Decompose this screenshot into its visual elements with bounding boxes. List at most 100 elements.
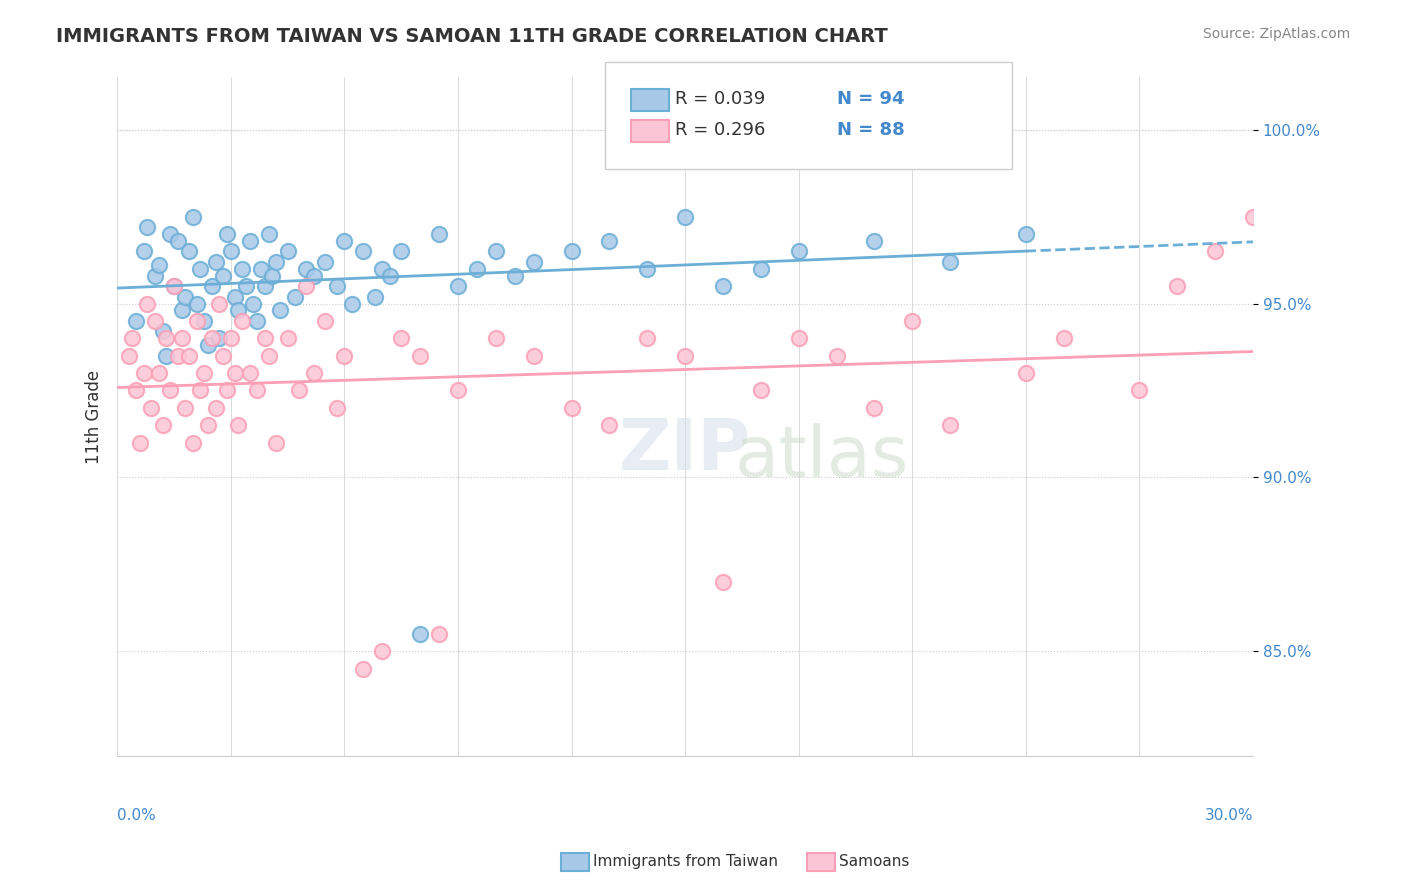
Point xyxy=(208,296,231,310)
Point xyxy=(129,435,152,450)
Point xyxy=(427,627,450,641)
Point xyxy=(163,279,186,293)
Point xyxy=(787,331,810,345)
Point xyxy=(378,268,401,283)
Point xyxy=(224,366,246,380)
Point xyxy=(152,324,174,338)
Point xyxy=(371,261,394,276)
Point xyxy=(523,254,546,268)
Point xyxy=(193,366,215,380)
Point xyxy=(711,279,734,293)
Point xyxy=(166,349,188,363)
Point xyxy=(389,331,412,345)
Point xyxy=(371,644,394,658)
Point xyxy=(204,401,226,415)
Point xyxy=(264,254,287,268)
Point xyxy=(163,279,186,293)
Point xyxy=(352,662,374,676)
Point xyxy=(277,331,299,345)
Point xyxy=(190,261,212,276)
Point xyxy=(269,303,291,318)
Text: N = 88: N = 88 xyxy=(837,121,904,139)
Point xyxy=(264,435,287,450)
Text: atlas: atlas xyxy=(734,423,908,491)
Point xyxy=(352,244,374,259)
Point xyxy=(1128,384,1150,398)
Point xyxy=(295,279,318,293)
Point xyxy=(159,384,181,398)
Point xyxy=(598,418,620,433)
Point xyxy=(560,244,582,259)
Text: 30.0%: 30.0% xyxy=(1205,808,1253,822)
Point xyxy=(333,349,356,363)
Point xyxy=(302,366,325,380)
Point xyxy=(152,418,174,433)
Point xyxy=(174,289,197,303)
Point xyxy=(257,227,280,241)
Point xyxy=(825,349,848,363)
Point xyxy=(179,244,201,259)
Point xyxy=(174,401,197,415)
Point xyxy=(155,349,177,363)
Text: ZIP: ZIP xyxy=(619,416,751,485)
Point xyxy=(215,227,238,241)
Point xyxy=(148,258,170,272)
Point xyxy=(673,210,696,224)
Point xyxy=(485,244,508,259)
Point xyxy=(326,279,349,293)
Y-axis label: 11th Grade: 11th Grade xyxy=(86,369,103,464)
Point xyxy=(295,261,318,276)
Point xyxy=(250,261,273,276)
Point xyxy=(141,401,163,415)
Point xyxy=(340,296,363,310)
Point xyxy=(136,296,159,310)
Point xyxy=(262,268,284,283)
Point xyxy=(136,219,159,234)
Point xyxy=(939,254,962,268)
Point xyxy=(598,234,620,248)
Point xyxy=(1241,210,1264,224)
Point xyxy=(193,314,215,328)
Point xyxy=(179,349,201,363)
Point xyxy=(288,384,311,398)
Point xyxy=(143,314,166,328)
Point xyxy=(155,331,177,345)
Point xyxy=(333,234,356,248)
Point xyxy=(257,349,280,363)
Point xyxy=(253,331,276,345)
Point xyxy=(749,384,772,398)
Point xyxy=(863,401,886,415)
Point xyxy=(181,210,204,224)
Point xyxy=(208,331,231,345)
Point xyxy=(326,401,349,415)
Point xyxy=(186,314,208,328)
Point xyxy=(427,227,450,241)
Point xyxy=(246,384,269,398)
Text: Immigrants from Taiwan: Immigrants from Taiwan xyxy=(593,855,779,869)
Point xyxy=(284,289,307,303)
Point xyxy=(711,574,734,589)
Point xyxy=(787,244,810,259)
Point xyxy=(302,268,325,283)
Point xyxy=(219,244,242,259)
Point xyxy=(409,627,432,641)
Text: R = 0.039: R = 0.039 xyxy=(675,90,765,108)
Point xyxy=(125,384,148,398)
Point xyxy=(239,234,262,248)
Point xyxy=(170,331,193,345)
Point xyxy=(389,244,412,259)
Text: Source: ZipAtlas.com: Source: ZipAtlas.com xyxy=(1202,27,1350,41)
Point xyxy=(125,314,148,328)
Point xyxy=(219,331,242,345)
Point xyxy=(132,244,155,259)
Point xyxy=(117,349,139,363)
Text: Samoans: Samoans xyxy=(839,855,910,869)
Point xyxy=(190,384,212,398)
Point xyxy=(197,418,219,433)
Point xyxy=(673,349,696,363)
Point xyxy=(231,261,253,276)
Point xyxy=(409,349,432,363)
Point xyxy=(314,254,336,268)
Text: IMMIGRANTS FROM TAIWAN VS SAMOAN 11TH GRADE CORRELATION CHART: IMMIGRANTS FROM TAIWAN VS SAMOAN 11TH GR… xyxy=(56,27,889,45)
Point xyxy=(314,314,336,328)
